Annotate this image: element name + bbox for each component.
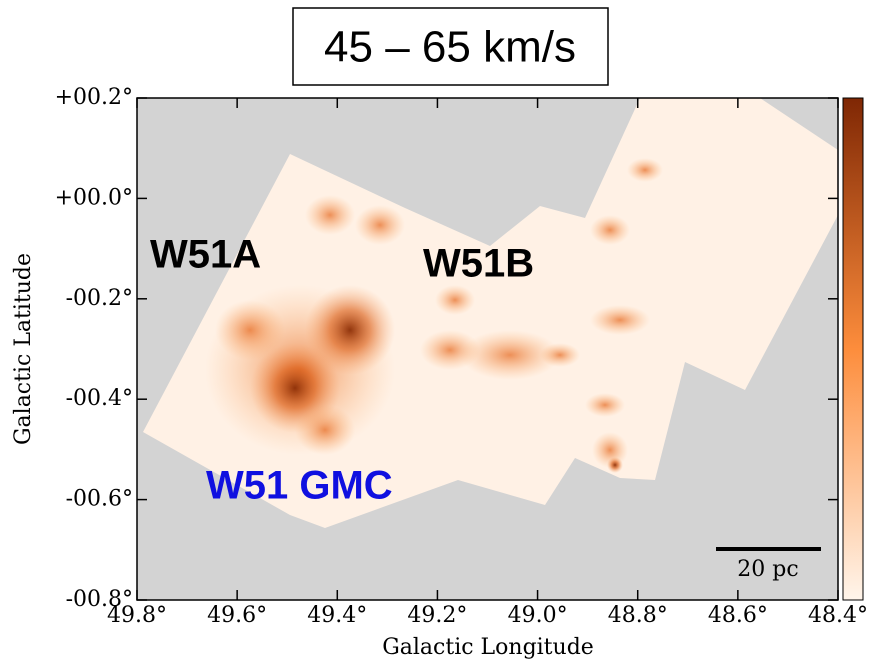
- x-tick-label: 48.4°: [808, 603, 868, 628]
- y-tick-label: -00.8°: [66, 587, 133, 612]
- x-tick-label: 49.4°: [307, 603, 367, 628]
- annotation: W51A: [150, 233, 261, 277]
- x-tick-label: 49.0°: [508, 603, 568, 628]
- chart-title: 45 – 65 km/s: [324, 23, 576, 72]
- y-tick-label: +00.0°: [55, 185, 133, 210]
- x-tick-label: 49.6°: [207, 603, 267, 628]
- scale-bar-label: 20 pc: [737, 557, 798, 582]
- x-tick-label: 49.2°: [407, 603, 467, 628]
- title-box: [292, 7, 609, 86]
- y-tick-label: -00.4°: [66, 386, 133, 411]
- y-tick-label: -00.6°: [66, 487, 133, 512]
- x-tick-label: 49.8°: [107, 603, 167, 628]
- x-axis-label: Galactic Longitude: [382, 635, 594, 660]
- annotation: W51 GMC: [206, 464, 393, 508]
- image: [137, 98, 838, 600]
- colorbar: [842, 97, 864, 601]
- x-tick-label: 48.8°: [608, 603, 668, 628]
- y-tick-label: +00.2°: [55, 85, 133, 110]
- plot-frame: [136, 97, 839, 601]
- annotation: W51B: [423, 242, 534, 286]
- y-axis-label: Galactic Latitude: [11, 253, 36, 445]
- x-tick-label: 48.6°: [708, 603, 768, 628]
- y-tick-label: -00.2°: [66, 286, 133, 311]
